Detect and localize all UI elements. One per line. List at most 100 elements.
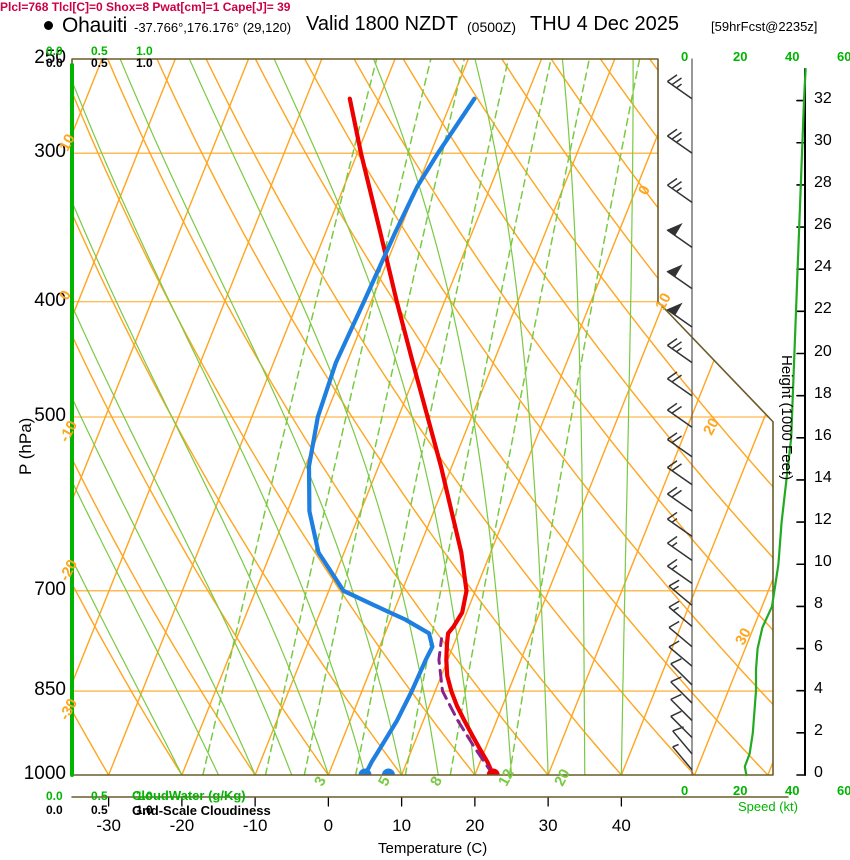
cloudiness-tick-label: 0.0 (46, 803, 63, 817)
height-tick-label: 10 (814, 553, 832, 571)
wind-barb-half (671, 541, 678, 547)
wind-barb-full (666, 432, 678, 441)
mixing-ratio-line (449, 59, 591, 775)
wind-barb-full (666, 177, 678, 186)
mixing-ratio-label: 20 (551, 766, 574, 789)
height-tick-label: 4 (814, 679, 823, 697)
height-tick-label: 32 (814, 89, 832, 107)
temperature-tick-label: 40 (611, 816, 631, 835)
wind-barb-staff (666, 135, 693, 154)
temperature-tick-label: -20 (169, 816, 195, 835)
pressure-tick-label: 300 (34, 141, 66, 163)
wind-barb-full (670, 710, 682, 717)
sounding-stats: Plcl=768 Tlcl[C]=0 Shox=8 Pwat[cm]=1 Cap… (0, 0, 291, 14)
wind-barb-staff (666, 466, 693, 486)
wind-barb-full (671, 489, 682, 498)
station-name: Ohauiti (62, 14, 128, 37)
wind-barb-full (670, 693, 682, 701)
speed-top-tick-label: 60 (837, 49, 850, 64)
wind-barb-staff (666, 184, 693, 204)
dry-adiabat-line (72, 59, 183, 775)
wind-barb-staff (666, 542, 693, 562)
moist-adiabat-line (561, 59, 586, 775)
mixing-ratio-label: 8 (427, 773, 446, 789)
wind-barb-full (671, 341, 682, 350)
wind-barb-half (672, 606, 680, 612)
wind-barb-staff (668, 606, 693, 627)
height-tick-label: 28 (814, 173, 832, 191)
height-tick-label: 14 (814, 468, 832, 486)
moist-adiabat-line (474, 59, 549, 775)
dry-adiabat-line (72, 59, 256, 775)
height-tick-label: 0 (814, 764, 823, 781)
wind-barb-staff (666, 565, 693, 584)
isotherm-line (620, 59, 773, 775)
wind-barb-full (671, 405, 682, 414)
isotherm-line (72, 59, 250, 775)
height-speed-curve (743, 67, 807, 777)
station-coords: -37.766°,176.176° (29,120) (134, 20, 292, 35)
speed-top-tick-label: 20 (733, 49, 748, 64)
pressure-tick-label: 700 (34, 578, 66, 600)
wind-barb-staff (666, 518, 693, 537)
height-tick-label: 24 (814, 258, 832, 276)
wind-barb-full (668, 600, 680, 608)
wind-barb-staff (666, 344, 693, 364)
dry-adiabat-line (107, 59, 549, 775)
wind-barb-staff (666, 438, 693, 458)
cloudwater-tick-label: 1.0 (136, 789, 153, 803)
isotherm-line (400, 59, 689, 775)
isotherm-line (693, 59, 773, 775)
wind-barb-full (668, 620, 680, 629)
wind-barb-full (672, 726, 684, 732)
cloudwater-top-tick-label: 1.0 (136, 44, 153, 58)
surface-temperature-dot (486, 768, 500, 775)
mixing-ratio-label: 12 (495, 766, 518, 789)
moist-adiabat-line (72, 59, 329, 775)
wind-barb-staff (668, 646, 693, 667)
dry-adiabat-line (501, 59, 773, 775)
isotherm-line (547, 59, 773, 775)
height-tick-label: 26 (814, 216, 832, 234)
cloudwater-top-tick-label: 0.5 (91, 44, 108, 58)
temperature-tick-label: -10 (242, 816, 268, 835)
mixing-ratio-line (404, 59, 552, 775)
height-tick-label: 16 (814, 426, 832, 444)
mixing-ratio-line (354, 59, 510, 775)
wind-barb-full (668, 640, 680, 648)
wind-barb-half (672, 743, 679, 748)
valid-date: THU 4 Dec 2025 (530, 13, 679, 35)
wind-barb-full (671, 463, 682, 472)
height-axis-label: Height (1000 Feet) (778, 355, 795, 481)
wind-barb-full (670, 658, 682, 665)
wind-barb-half (671, 564, 678, 570)
moist-adiabat-line (72, 59, 220, 775)
temperature-axis-label: Temperature (C) (378, 840, 488, 857)
height-tick-label: 6 (814, 637, 823, 655)
wind-barb-staff (670, 715, 693, 739)
wind-barb-full (666, 402, 678, 411)
wind-barb-staff (666, 378, 693, 397)
temperature-tick-label: 20 (465, 816, 485, 835)
pressure-axis-label: P (hPa) (16, 417, 35, 475)
forecast-stamp: [59hrFcst@2235z] (711, 19, 818, 34)
dry-adiabat-line (451, 59, 773, 775)
wind-barb-staff (672, 730, 693, 755)
cloudiness-top-tick-label: 0.5 (91, 56, 108, 70)
cloudwater-tick-label: 0.0 (46, 789, 63, 803)
wind-barb-half (671, 517, 678, 523)
height-tick-label: 20 (814, 342, 832, 360)
mixing-ratio-line (508, 59, 641, 775)
wind-barb-half (675, 137, 682, 143)
wind-barb-staff (672, 746, 693, 771)
speed-tick-label: 40 (785, 783, 800, 798)
pressure-tick-label: 400 (34, 289, 66, 311)
pressure-tick-label: 250 (34, 47, 66, 68)
moist-adiabat-line (72, 59, 183, 775)
wind-barb-full (666, 535, 678, 544)
cloudwater-top-tick-label: 0.0 (46, 44, 63, 58)
wind-barb-full (670, 676, 682, 683)
dewpoint-curve (306, 96, 477, 775)
valid-time: Valid 1800 NZDT (306, 13, 458, 35)
